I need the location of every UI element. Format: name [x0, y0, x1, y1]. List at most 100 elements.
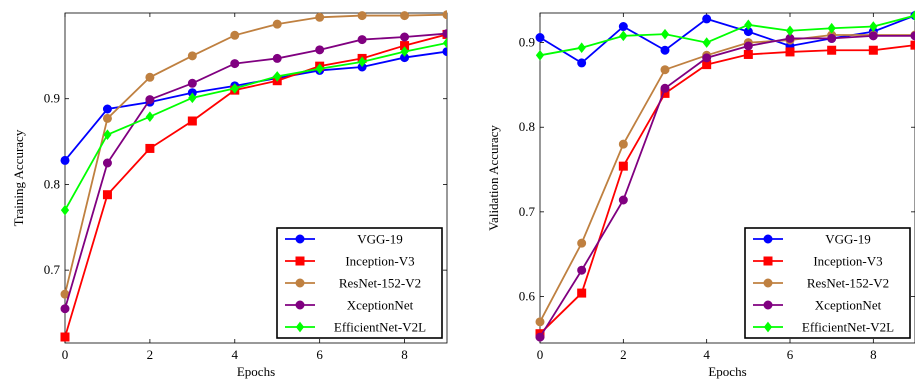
chart-0-point-vgg-19 — [60, 155, 70, 165]
chart-1-plot-area — [535, 10, 915, 342]
chart-0-y-tick-label: 0.9 — [44, 91, 60, 106]
chart-0-point-efficientnet-v2l — [60, 204, 70, 216]
chart-1-point-inception-v3 — [785, 47, 795, 57]
chart-0-legend-marker-resnet-152-v2 — [295, 278, 305, 288]
chart-1-point-efficientnet-v2l — [702, 37, 711, 48]
chart-0-point-xceptionnet — [145, 95, 155, 105]
chart-1-point-efficientnet-v2l — [619, 30, 628, 42]
chart-0-point-xceptionnet — [400, 32, 410, 42]
chart-0-legend-label-xceptionnet: XceptionNet — [347, 298, 414, 313]
chart-0-point-resnet-152-v2 — [315, 12, 325, 22]
chart-1-legend-marker-vgg-19 — [763, 234, 773, 244]
chart-1-legend-marker-resnet-152-v2 — [763, 278, 773, 288]
chart-1-legend-marker-inception-v3 — [763, 256, 773, 266]
chart-0-series-line-inception-v3 — [64, 33, 447, 338]
chart-0-point-resnet-152-v2 — [400, 11, 410, 21]
chart-0-point-inception-v3 — [102, 190, 112, 200]
chart-1-point-resnet-152-v2 — [535, 317, 545, 327]
chart-1-series-line-vgg-19 — [539, 14, 915, 65]
chart-0-series-line-xceptionnet — [64, 32, 447, 309]
chart-1-series-line-xceptionnet — [539, 34, 915, 338]
chart-0-point-inception-v3 — [145, 143, 155, 153]
chart-1-point-inception-v3 — [910, 40, 915, 50]
chart-0-point-resnet-152-v2 — [145, 72, 155, 82]
chart-1-point-efficientnet-v2l — [535, 49, 545, 61]
chart-1-point-xceptionnet — [827, 33, 837, 43]
chart-1-point-resnet-152-v2 — [577, 238, 587, 248]
chart-1-point-xceptionnet — [535, 332, 545, 342]
chart-1-legend-label-xceptionnet: XceptionNet — [815, 298, 882, 313]
chart-1-legend-marker-efficientnet-v2l — [763, 321, 773, 333]
chart-1-series-line-efficientnet-v2l — [539, 14, 915, 57]
chart-1-point-vgg-19 — [618, 22, 628, 32]
chart-1-point-xceptionnet — [618, 195, 628, 205]
chart-0-legend-marker-efficientnet-v2l — [295, 321, 305, 333]
chart-1-point-inception-v3 — [868, 45, 878, 55]
chart-1-point-vgg-19 — [577, 58, 587, 68]
chart-0-point-vgg-19 — [442, 47, 447, 57]
chart-0-y-tick-label: 0.7 — [44, 262, 61, 277]
chart-0-legend-label-inception-v3: Inception-V3 — [345, 254, 414, 269]
chart-1-axes-frame — [539, 12, 915, 344]
chart-1-x-axis-label: Epochs — [708, 364, 746, 379]
chart-1-point-efficientnet-v2l — [785, 25, 795, 37]
chart-1-legend-label-inception-v3: Inception-V3 — [813, 254, 882, 269]
chart-1-point-xceptionnet — [702, 53, 712, 63]
chart-0-legend-label-resnet-152-v2: ResNet-152-V2 — [339, 276, 421, 291]
chart-1-point-efficientnet-v2l — [744, 19, 753, 31]
chart-1-point-vgg-19 — [702, 14, 712, 24]
chart-1-point-vgg-19 — [660, 45, 670, 55]
chart-0-x-tick-label: 2 — [147, 347, 154, 362]
chart-1-x-tick-label: 6 — [787, 347, 794, 362]
chart-0-x-tick-label: 0 — [62, 347, 69, 362]
chart-0-point-efficientnet-v2l — [273, 71, 282, 82]
chart-1-legend: VGG-19 Inception-V3 ResNet-152-V2 XceptionN… — [744, 227, 911, 339]
chart-1-point-efficientnet-v2l — [910, 10, 915, 21]
chart-0-point-resnet-152-v2 — [102, 113, 112, 123]
chart-0-point-efficientnet-v2l — [357, 56, 367, 68]
chart-0-point-resnet-152-v2 — [230, 30, 240, 40]
chart-1-x-tick-label: 8 — [870, 347, 877, 362]
chart-0-point-resnet-152-v2 — [357, 11, 367, 21]
chart-0-point-xceptionnet — [102, 158, 112, 168]
chart-0-legend: VGG-19 Inception-V3 ResNet-152-V2 XceptionN… — [276, 227, 443, 339]
chart-1-x-tick-label: 0 — [537, 347, 544, 362]
chart-1-y-tick-label: 0.6 — [519, 288, 536, 303]
chart-0-point-xceptionnet — [272, 53, 282, 63]
chart-0-point-resnet-152-v2 — [442, 10, 447, 20]
chart-1-legend-label-resnet-152-v2: ResNet-152-V2 — [807, 276, 889, 291]
chart-0-point-efficientnet-v2l — [400, 46, 409, 57]
chart-0-point-efficientnet-v2l — [188, 92, 197, 104]
chart-0-legend-marker-inception-v3 — [295, 256, 305, 266]
chart-1-point-xceptionnet — [577, 265, 587, 275]
chart-0-series-line-efficientnet-v2l — [64, 42, 447, 211]
chart-0-x-tick-label: 6 — [316, 347, 323, 362]
chart-0-legend-label-efficientnet-v2l: EfficientNet-V2L — [334, 320, 426, 335]
chart-1-y-axis-label: Validation Accuracy — [486, 125, 501, 231]
chart-0-legend-marker-xceptionnet — [295, 300, 305, 310]
chart-0-x-axis-label: Epochs — [237, 364, 275, 379]
chart-0-point-xceptionnet — [230, 59, 240, 69]
chart-1-point-inception-v3 — [827, 45, 837, 55]
chart-1-y-tick-label: 0.7 — [519, 204, 536, 219]
chart-0-legend-marker-vgg-19 — [295, 234, 305, 244]
chart-0-point-resnet-152-v2 — [272, 19, 282, 29]
chart-1-point-inception-v3 — [743, 49, 753, 59]
chart-1-point-vgg-19 — [535, 33, 545, 43]
chart-1-point-xceptionnet — [743, 41, 753, 51]
chart-0-point-inception-v3 — [60, 332, 70, 342]
chart-1-legend-label-efficientnet-v2l: EfficientNet-V2L — [802, 320, 894, 335]
chart-0-plot-area — [60, 10, 447, 342]
chart-1-point-xceptionnet — [910, 31, 915, 41]
chart-0-y-axis-label: Training Accuracy — [11, 129, 26, 226]
chart-1-series-line-inception-v3 — [539, 44, 915, 335]
chart-1-point-efficientnet-v2l — [660, 28, 670, 40]
chart-1-series-line-resnet-152-v2 — [539, 34, 915, 323]
chart-1-point-efficientnet-v2l — [827, 22, 836, 34]
chart-0-axes-frame — [64, 12, 448, 344]
chart-1-point-efficientnet-v2l — [869, 21, 878, 32]
chart-0-point-xceptionnet — [315, 45, 325, 55]
chart-1-legend-label-vgg-19: VGG-19 — [825, 232, 871, 247]
chart-0-series-line-resnet-152-v2 — [64, 13, 447, 295]
